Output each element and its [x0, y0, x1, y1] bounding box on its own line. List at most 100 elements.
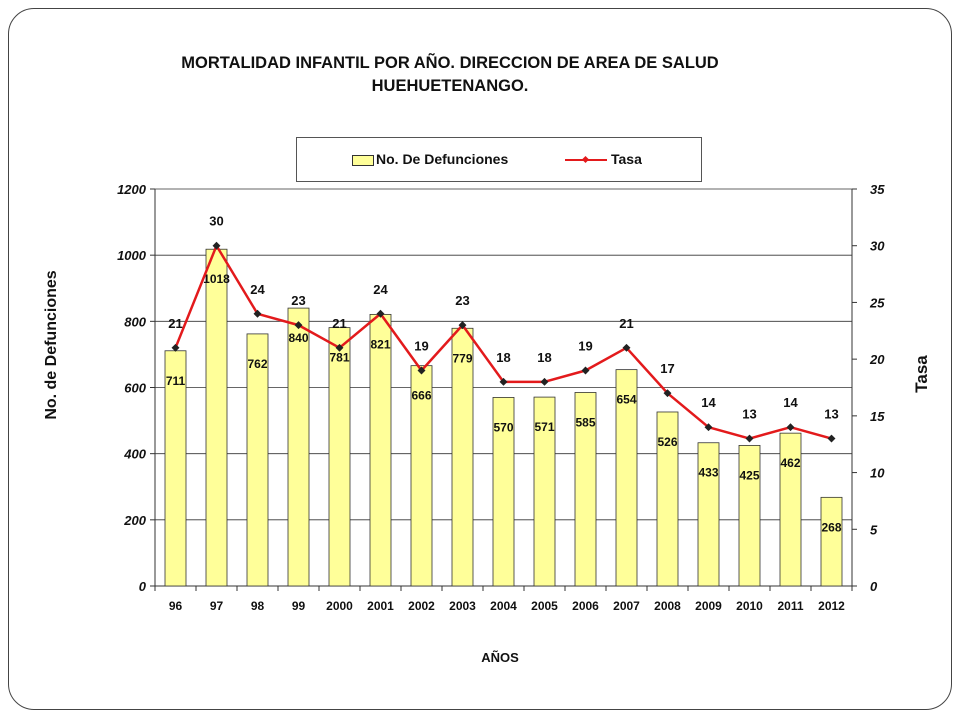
x-axis-label: AÑOS	[481, 650, 519, 665]
tasa-data-label: 14	[783, 395, 798, 410]
x-tick-label: 2000	[326, 599, 353, 613]
x-tick-label: 2003	[449, 599, 476, 613]
bar	[656, 411, 679, 587]
y-tick-label-left: 1200	[117, 182, 147, 197]
bar-data-label: 268	[821, 520, 841, 534]
bar	[410, 365, 433, 587]
x-tick-label: 2006	[572, 599, 599, 613]
y-tick-label-left: 400	[123, 447, 146, 462]
legend-label-line: Tasa	[611, 151, 642, 167]
tasa-data-label: 17	[660, 361, 674, 376]
bar	[369, 313, 392, 587]
bar	[820, 496, 843, 587]
chart-title: MORTALIDAD INFANTIL POR AÑO. DIRECCION D…	[181, 54, 719, 72]
tasa-data-label: 19	[414, 338, 428, 353]
bar-data-label: 711	[166, 374, 186, 388]
x-tick-label: 2008	[654, 599, 681, 613]
bar	[574, 392, 597, 587]
y-tick-label-right: 15	[870, 409, 885, 424]
bar	[246, 333, 269, 587]
tasa-data-label: 21	[332, 316, 346, 331]
tasa-marker	[786, 423, 795, 432]
tasa-data-label: 24	[373, 282, 388, 297]
legend-label-bars: No. De Defunciones	[376, 151, 509, 167]
bar-data-label: 425	[739, 468, 759, 482]
chart-subtitle: HUEHUETENANGO.	[371, 77, 529, 95]
bar-data-label: 840	[288, 331, 308, 345]
bar	[779, 432, 802, 587]
tasa-marker	[335, 343, 344, 352]
bar-data-label: 779	[452, 351, 472, 365]
bar-data-label: 570	[493, 420, 513, 434]
bar	[533, 396, 556, 587]
y-tick-label-right: 25	[869, 295, 885, 310]
y-tick-label-right: 0	[870, 579, 878, 594]
tasa-data-label: 13	[742, 407, 756, 422]
tasa-marker	[499, 377, 508, 386]
x-tick-label: 2011	[777, 599, 803, 613]
tasa-data-label: 18	[537, 350, 551, 365]
y-tick-label-right: 20	[869, 352, 885, 367]
tasa-marker	[704, 423, 713, 432]
tasa-marker	[540, 377, 549, 386]
bar	[328, 327, 351, 587]
y-tick-label-right: 5	[870, 522, 878, 537]
chart-legend: No. De Defunciones Tasa	[296, 137, 702, 182]
x-tick-label: 97	[210, 599, 224, 613]
x-tick-label: 2005	[531, 599, 558, 613]
bar	[615, 369, 638, 587]
bar-data-label: 571	[534, 420, 554, 434]
bar-data-label: 781	[329, 351, 349, 365]
bar-data-label: 762	[247, 357, 267, 371]
bar-data-label: 433	[698, 466, 718, 480]
tasa-marker	[212, 241, 221, 250]
x-tick-label: 99	[292, 599, 306, 613]
tasa-marker	[581, 366, 590, 375]
x-tick-label: 98	[251, 599, 265, 613]
legend-swatch-bars	[352, 155, 374, 166]
tasa-data-label: 21	[619, 316, 633, 331]
tasa-data-label: 13	[824, 407, 838, 422]
y-tick-label-right: 35	[870, 182, 885, 197]
y-tick-label-right: 30	[870, 239, 885, 254]
bar-data-label: 821	[370, 337, 390, 351]
x-tick-label: 2009	[695, 599, 722, 613]
y-tick-label-left: 1000	[117, 248, 147, 263]
x-tick-label: 2007	[613, 599, 640, 613]
y-tick-label-left: 800	[124, 314, 146, 329]
bar-data-label: 654	[616, 393, 636, 407]
y-tick-label-right: 10	[870, 466, 885, 481]
tasa-data-label: 21	[168, 316, 182, 331]
tasa-data-label: 19	[578, 338, 592, 353]
tasa-marker	[294, 321, 303, 330]
tasa-marker	[417, 366, 426, 375]
x-tick-label: 2010	[736, 599, 763, 613]
tasa-data-label: 24	[250, 282, 265, 297]
tasa-data-label: 30	[209, 214, 223, 229]
bar	[492, 397, 515, 587]
bar-data-label: 585	[575, 415, 595, 429]
bar-data-label: 526	[657, 435, 677, 449]
tasa-marker	[171, 343, 180, 352]
bar-data-label: 666	[411, 389, 431, 403]
y-tick-label-left: 0	[139, 579, 147, 594]
tasa-data-label: 23	[455, 293, 469, 308]
bar	[738, 444, 761, 587]
tasa-data-label: 18	[496, 350, 510, 365]
bar	[451, 327, 474, 587]
bar	[697, 442, 720, 587]
bar-data-label: 1018	[203, 272, 230, 286]
y-tick-label-left: 200	[123, 513, 146, 528]
y-tick-label-left: 600	[124, 381, 146, 396]
x-tick-label: 2002	[408, 599, 435, 613]
tasa-data-label: 14	[701, 395, 716, 410]
x-tick-label: 2004	[490, 599, 517, 613]
x-tick-label: 96	[169, 599, 183, 613]
bar	[205, 248, 228, 587]
x-tick-label: 2012	[818, 599, 845, 613]
tasa-marker	[458, 321, 467, 330]
bar	[287, 307, 310, 587]
bar-data-label: 462	[780, 456, 800, 470]
tasa-data-label: 23	[291, 293, 305, 308]
